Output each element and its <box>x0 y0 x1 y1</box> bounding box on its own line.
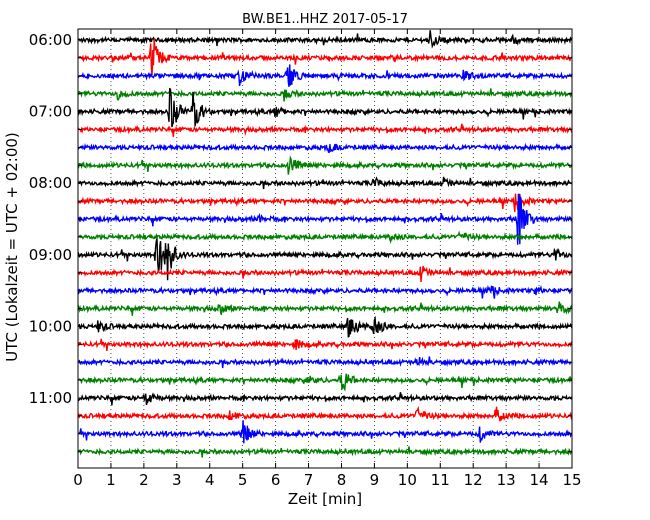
trace-0630 <box>77 64 573 87</box>
trace-0615 <box>77 38 573 76</box>
x-tick-label: 13 <box>497 471 516 489</box>
trace-1130 <box>77 420 573 444</box>
trace-1045 <box>77 373 573 392</box>
x-tick-label: 4 <box>205 471 215 489</box>
x-tick-label: 15 <box>562 471 581 489</box>
trace-0930 <box>77 284 573 299</box>
trace-0715 <box>77 123 573 137</box>
trace-0945 <box>77 301 573 316</box>
x-tick-label: 11 <box>431 471 450 489</box>
y-tick-label: 07:00 <box>29 103 72 121</box>
x-tick-label: 3 <box>172 471 182 489</box>
chart-title: BW.BE1..HHZ 2017-05-17 <box>242 12 408 27</box>
trace-1015 <box>77 338 573 351</box>
x-tick-label: 2 <box>139 471 149 489</box>
trace-0900 <box>77 238 573 281</box>
y-axis: 06:00 07:00 08:00 09:00 10:00 11:00 <box>29 31 572 453</box>
x-tick-label: 9 <box>370 471 380 489</box>
trace-0645 <box>77 88 573 102</box>
trace-1145 <box>77 446 573 458</box>
x-tick-label: 5 <box>238 471 248 489</box>
trace-1030 <box>77 356 573 369</box>
traces-layer <box>77 30 573 458</box>
trace-0815 <box>77 193 573 212</box>
x-tick-label: 1 <box>106 471 116 489</box>
x-tick-label: 14 <box>530 471 549 489</box>
trace-1100 <box>77 392 573 406</box>
trace-0845 <box>77 230 573 245</box>
x-tick-label: 12 <box>464 471 483 489</box>
trace-0730 <box>77 142 573 153</box>
trace-0830 <box>77 193 573 245</box>
trace-0600 <box>77 30 573 49</box>
y-tick-label: 10:00 <box>29 317 72 335</box>
y-tick-label: 09:00 <box>29 246 72 264</box>
x-axis: 0 1 2 3 4 5 6 7 8 9 10 11 12 13 14 15 <box>73 29 582 489</box>
y-tick-label: 08:00 <box>29 174 72 192</box>
x-tick-label: 0 <box>73 471 83 489</box>
trace-0745 <box>77 155 573 175</box>
x-tick-label: 8 <box>337 471 347 489</box>
trace-0700 <box>77 87 573 128</box>
y-tick-label: 11:00 <box>29 389 72 407</box>
plot-frame <box>77 28 573 469</box>
x-tick-label: 7 <box>304 471 314 489</box>
trace-0915 <box>77 265 573 283</box>
x-tick-label: 6 <box>271 471 281 489</box>
x-tick-label: 10 <box>398 471 417 489</box>
trace-1115 <box>77 405 573 422</box>
y-axis-label: UTC (Lokalzeit = UTC + 02:00) <box>3 132 21 362</box>
y-tick-label: 06:00 <box>29 31 72 49</box>
trace-1000 <box>77 315 573 338</box>
x-axis-label: Zeit [min] <box>288 490 362 508</box>
trace-0800 <box>77 176 573 190</box>
